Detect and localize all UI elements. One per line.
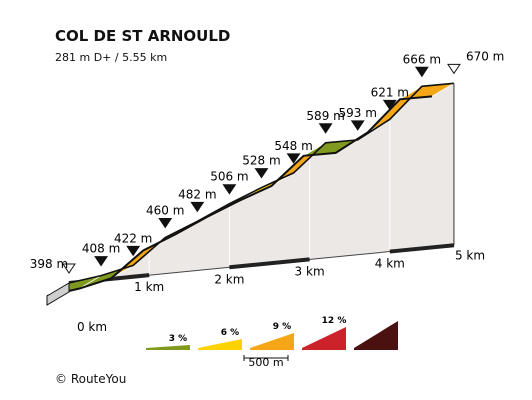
- km-tick-label: 5 km: [455, 249, 485, 263]
- page-title: COL DE ST ARNOULD: [55, 27, 231, 45]
- legend-swatch: [146, 345, 190, 350]
- legend-label: 3 %: [169, 334, 187, 344]
- ground-km-bar: [229, 257, 310, 270]
- elevation-marker: [286, 153, 301, 164]
- page-subtitle: 281 m D+ / 5.55 km: [55, 51, 168, 64]
- elevation-marker: [382, 99, 397, 111]
- profile-start-cap: [46, 282, 70, 306]
- elevation-marker: [254, 168, 269, 179]
- elevation-label: 548 m: [274, 139, 312, 153]
- elevation-label: 398 m: [30, 257, 68, 271]
- elevation-marker: [62, 263, 76, 274]
- elevation-label: 593 m: [339, 106, 377, 120]
- elevation-marker: [318, 123, 333, 134]
- km-tick-label: 4 km: [375, 257, 405, 271]
- legend-swatch: [354, 321, 398, 350]
- elevation-label: 528 m: [242, 154, 280, 168]
- km-tick-label: 3 km: [295, 264, 325, 278]
- legend-swatch: [250, 333, 294, 350]
- elevation-label: 621 m: [371, 85, 409, 99]
- profile-front-edge: [46, 95, 433, 297]
- legend-swatch: [302, 327, 346, 350]
- elevation-marker: [414, 66, 429, 78]
- elevation-label: 589 m: [306, 109, 344, 123]
- elevation-label: 460 m: [146, 203, 184, 217]
- elevation-label: 670 m: [466, 49, 504, 63]
- km-tick-label: 1 km: [134, 280, 164, 294]
- ground-km-bar: [389, 243, 455, 254]
- elevation-marker: [222, 184, 237, 195]
- elevation-label: 506 m: [210, 170, 248, 184]
- profile-side-wall: [69, 83, 454, 284]
- km-tick-label: 0 km: [77, 320, 107, 334]
- km-tick-label: 2 km: [214, 272, 244, 286]
- elevation-label: 422 m: [114, 231, 152, 245]
- legend-swatch: [198, 339, 242, 350]
- elevation-marker: [126, 245, 141, 257]
- legend-label: 6 %: [221, 328, 239, 338]
- legend-label: 9 %: [273, 322, 291, 332]
- elevation-marker: [350, 120, 365, 131]
- elevation-label: 666 m: [403, 52, 441, 66]
- credit: © RouteYou: [55, 372, 127, 386]
- elevation-label: 482 m: [178, 187, 216, 201]
- elevation-label: 408 m: [82, 242, 120, 256]
- profile-back-edge: [68, 82, 455, 284]
- scale-label: 500 m: [248, 356, 283, 369]
- elevation-marker: [190, 201, 205, 213]
- legend-label: 12 %: [322, 316, 347, 326]
- elevation-marker: [94, 256, 109, 267]
- elevation-marker: [447, 63, 461, 75]
- elevation-marker: [158, 217, 173, 229]
